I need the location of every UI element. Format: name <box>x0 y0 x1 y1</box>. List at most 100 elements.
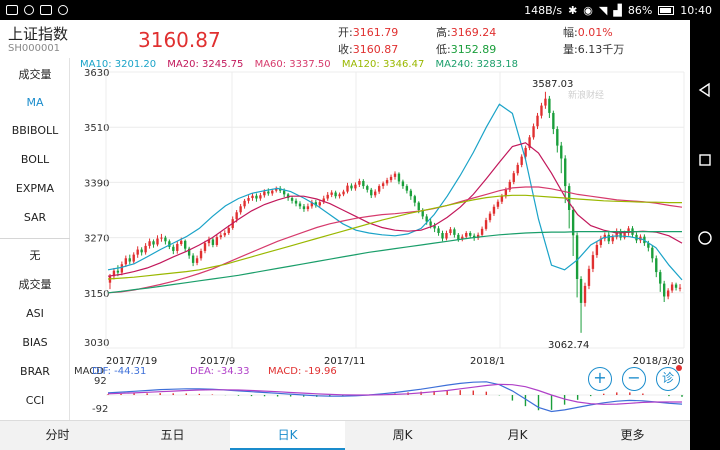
nav-recent-button[interactable] <box>697 152 713 168</box>
macd-dea-value: DEA: -34.33 <box>190 366 249 377</box>
diagnose-button[interactable]: 诊 <box>656 367 680 391</box>
panel-divider <box>0 238 70 239</box>
candle-body <box>136 249 139 255</box>
candle-body <box>156 238 159 245</box>
candle-body <box>326 194 329 199</box>
indicator-volume-top[interactable]: 成交量 <box>18 68 52 81</box>
candle-body <box>469 233 472 236</box>
candle-body <box>556 129 559 146</box>
candle-body <box>203 243 207 251</box>
ma10-legend: MA10: 3201.20 <box>80 59 157 70</box>
indicator-boll[interactable]: BOLL <box>20 153 50 166</box>
tab-daily-k[interactable]: 日K <box>230 421 345 450</box>
image-icon <box>40 5 52 15</box>
high-quote: 高:3169.24 <box>436 24 496 40</box>
tab-weekly-k[interactable]: 周K <box>392 428 413 442</box>
amp-label: 幅: <box>563 26 578 39</box>
candle-body <box>282 190 286 195</box>
indicator-expma[interactable]: EXPMA <box>15 182 55 195</box>
candle-body <box>290 198 294 201</box>
y-tick-label: 3630 <box>84 68 109 79</box>
stock-name: 上证指数 <box>8 25 69 43</box>
candle-body <box>575 235 579 279</box>
candle-body <box>417 202 420 210</box>
candle-body <box>148 241 151 246</box>
candle-body <box>615 231 618 238</box>
candle-body <box>655 258 658 273</box>
ma-line-ma20 <box>107 142 683 277</box>
indicator-bbiboll[interactable]: BBIBOLL <box>11 124 59 137</box>
candle-body <box>504 189 508 197</box>
battery-percent: 86% <box>627 3 653 17</box>
candle-body <box>251 195 254 199</box>
close-label: 收: <box>338 43 353 56</box>
candle-body <box>560 145 563 159</box>
candle-body <box>160 237 163 239</box>
candle-body <box>314 202 318 206</box>
zoom-in-button[interactable]: + <box>588 367 612 391</box>
indicator-ma[interactable]: MA <box>26 96 44 109</box>
candle-body <box>627 228 630 233</box>
candle-body <box>389 176 393 181</box>
x-axis-label: 2018/3/30 <box>633 356 684 367</box>
candle-body <box>354 184 357 189</box>
nav-back-button[interactable] <box>697 82 713 98</box>
x-axis-label: 2017/9 <box>200 356 235 367</box>
ma-line-ma120 <box>107 194 682 280</box>
candle-body <box>152 241 155 245</box>
candle-body <box>243 200 246 207</box>
candle-body <box>488 213 492 221</box>
zoom-out-button[interactable]: − <box>622 367 646 391</box>
sub-indicator-asi[interactable]: ASI <box>26 307 44 320</box>
candle-body <box>294 200 298 204</box>
y-tick-label: 3030 <box>84 338 109 349</box>
candle-body <box>651 247 654 259</box>
indicator-sar[interactable]: SAR <box>23 211 47 224</box>
system-nav-bar <box>690 20 720 450</box>
tab-more[interactable]: 更多 <box>620 428 645 442</box>
ma-legend-row: MA10: 3201.20 MA20: 3245.75 MA60: 3337.5… <box>80 59 526 70</box>
sub-indicator-none[interactable]: 无 <box>29 249 41 262</box>
ma240-legend: MA240: 3283.18 <box>435 59 518 70</box>
candle-body <box>548 98 551 113</box>
stock-code: SH000001 <box>8 43 61 54</box>
sub-indicator-volume[interactable]: 成交量 <box>18 278 52 291</box>
tab-five-day[interactable]: 五日 <box>160 428 185 442</box>
candle-body <box>662 283 666 297</box>
ma-line-ma60 <box>107 186 683 294</box>
candle-body <box>235 212 238 220</box>
vol-label: 量: <box>563 43 578 56</box>
candle-body <box>437 228 440 233</box>
open-value: 3161.79 <box>352 26 399 39</box>
sub-indicator-bias[interactable]: BIAS <box>22 336 48 349</box>
candle-body <box>579 279 583 303</box>
bluetooth-icon: ✱ <box>568 3 578 17</box>
candle-body <box>401 181 405 187</box>
y-tick-label: 3150 <box>84 289 109 300</box>
cloud-icon <box>58 5 68 15</box>
sub-indicator-cci[interactable]: CCI <box>25 394 45 407</box>
candle-body <box>405 186 409 191</box>
candle-body <box>227 227 230 233</box>
candle-body <box>342 191 345 195</box>
candle-body <box>362 181 365 187</box>
eye-icon: ◉ <box>583 3 593 17</box>
tab-intraday[interactable]: 分时 <box>45 428 70 442</box>
candle-body <box>465 233 468 237</box>
candle-body <box>298 203 302 207</box>
candle-body <box>168 241 171 247</box>
close-value: 3160.87 <box>352 43 399 56</box>
candle-body <box>544 98 547 106</box>
tab-monthly-k[interactable]: 月K <box>507 428 528 442</box>
candle-body <box>607 234 610 242</box>
candle-body <box>647 243 650 248</box>
wifi-icon: ◥ <box>598 3 608 17</box>
sub-indicator-brar[interactable]: BRAR <box>20 365 50 378</box>
candle-body <box>116 270 120 273</box>
network-speed: 148B/s <box>524 3 563 17</box>
kline-chart-area[interactable]: 3630 3510 3390 3270 3150 3030 新浪财经 3587.03 3062.… <box>70 58 690 420</box>
nav-home-button[interactable] <box>697 230 713 246</box>
annotation-high: 3587.03 <box>532 79 573 90</box>
candle-body <box>132 254 135 262</box>
